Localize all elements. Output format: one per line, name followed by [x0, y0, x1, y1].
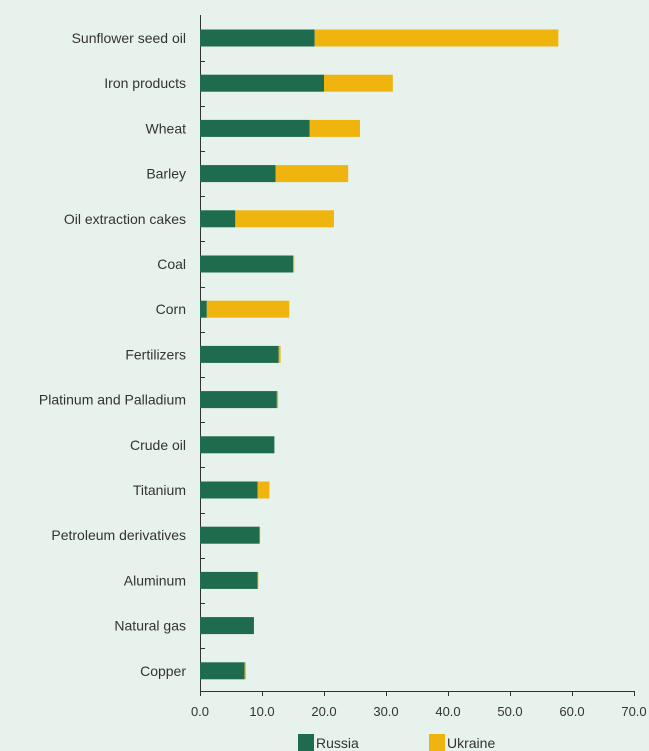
category-label: Fertilizers: [125, 346, 186, 362]
bar-ukraine-14: [244, 662, 246, 680]
x-ticks: 0.0 10.0 20.0 30.0 40.0 50.0 60.0 70.0: [191, 691, 647, 719]
legend-label-ukraine: Ukraine: [447, 735, 495, 751]
legend-swatch-russia: [298, 734, 314, 751]
category-label: Petroleum derivatives: [51, 527, 186, 543]
bar-ukraine-5: [293, 255, 295, 273]
bar-ukraine-2: [309, 119, 360, 137]
bar-russia-13: [200, 617, 254, 635]
legend: Russia Ukraine: [298, 734, 495, 751]
x-tick-label: 70.0: [621, 704, 646, 719]
category-label: Corn: [156, 301, 186, 317]
x-tick-label: 20.0: [311, 704, 336, 719]
bar-russia-6: [200, 300, 207, 318]
x-tick-label: 30.0: [373, 704, 398, 719]
category-label: Natural gas: [114, 618, 186, 634]
category-labels: Sunflower seed oil Iron products Wheat Barl…: [39, 30, 186, 679]
category-label: Wheat: [146, 120, 187, 136]
category-label: Coal: [157, 256, 186, 272]
bar-ukraine-8: [276, 391, 279, 409]
bar-ukraine-4: [235, 210, 334, 228]
bar-russia-1: [200, 74, 324, 92]
bar-russia-10: [200, 481, 258, 499]
bar-russia-12: [200, 571, 258, 589]
category-label: Copper: [140, 663, 186, 679]
category-label: Iron products: [104, 75, 186, 91]
bar-russia-4: [200, 210, 236, 228]
bar-ukraine-0: [314, 29, 559, 47]
category-label: Sunflower seed oil: [72, 30, 186, 46]
bar-russia-7: [200, 345, 279, 363]
bar-ukraine-1: [324, 74, 393, 92]
bar-ukraine-10: [257, 481, 270, 499]
bar-ukraine-12: [257, 571, 259, 589]
x-tick-label: 50.0: [497, 704, 522, 719]
x-tick-label: 10.0: [249, 704, 274, 719]
x-tick-label: 40.0: [435, 704, 460, 719]
category-label: Aluminum: [124, 572, 186, 588]
bar-russia-5: [200, 255, 293, 273]
legend-label-russia: Russia: [316, 735, 359, 751]
x-tick-label: 60.0: [559, 704, 584, 719]
category-label: Crude oil: [130, 437, 186, 453]
category-label: Oil extraction cakes: [64, 211, 186, 227]
bar-ukraine-6: [206, 300, 290, 318]
bar-russia-9: [200, 436, 275, 454]
bar-ukraine-3: [275, 165, 349, 183]
bar-russia-3: [200, 165, 276, 183]
legend-swatch-ukraine: [429, 734, 445, 751]
bar-ukraine-7: [278, 345, 281, 363]
x-tick-label: 0.0: [191, 704, 209, 719]
bar-russia-0: [200, 29, 315, 47]
category-label: Barley: [146, 166, 186, 182]
y-ticks: [200, 61, 205, 649]
category-label: Titanium: [133, 482, 186, 498]
bar-russia-2: [200, 119, 310, 137]
bars-group: [200, 29, 559, 680]
category-label: Platinum and Palladium: [39, 392, 186, 408]
bar-russia-11: [200, 526, 260, 544]
bar-russia-14: [200, 662, 245, 680]
bar-russia-8: [200, 391, 277, 409]
bar-ukraine-11: [259, 526, 261, 544]
